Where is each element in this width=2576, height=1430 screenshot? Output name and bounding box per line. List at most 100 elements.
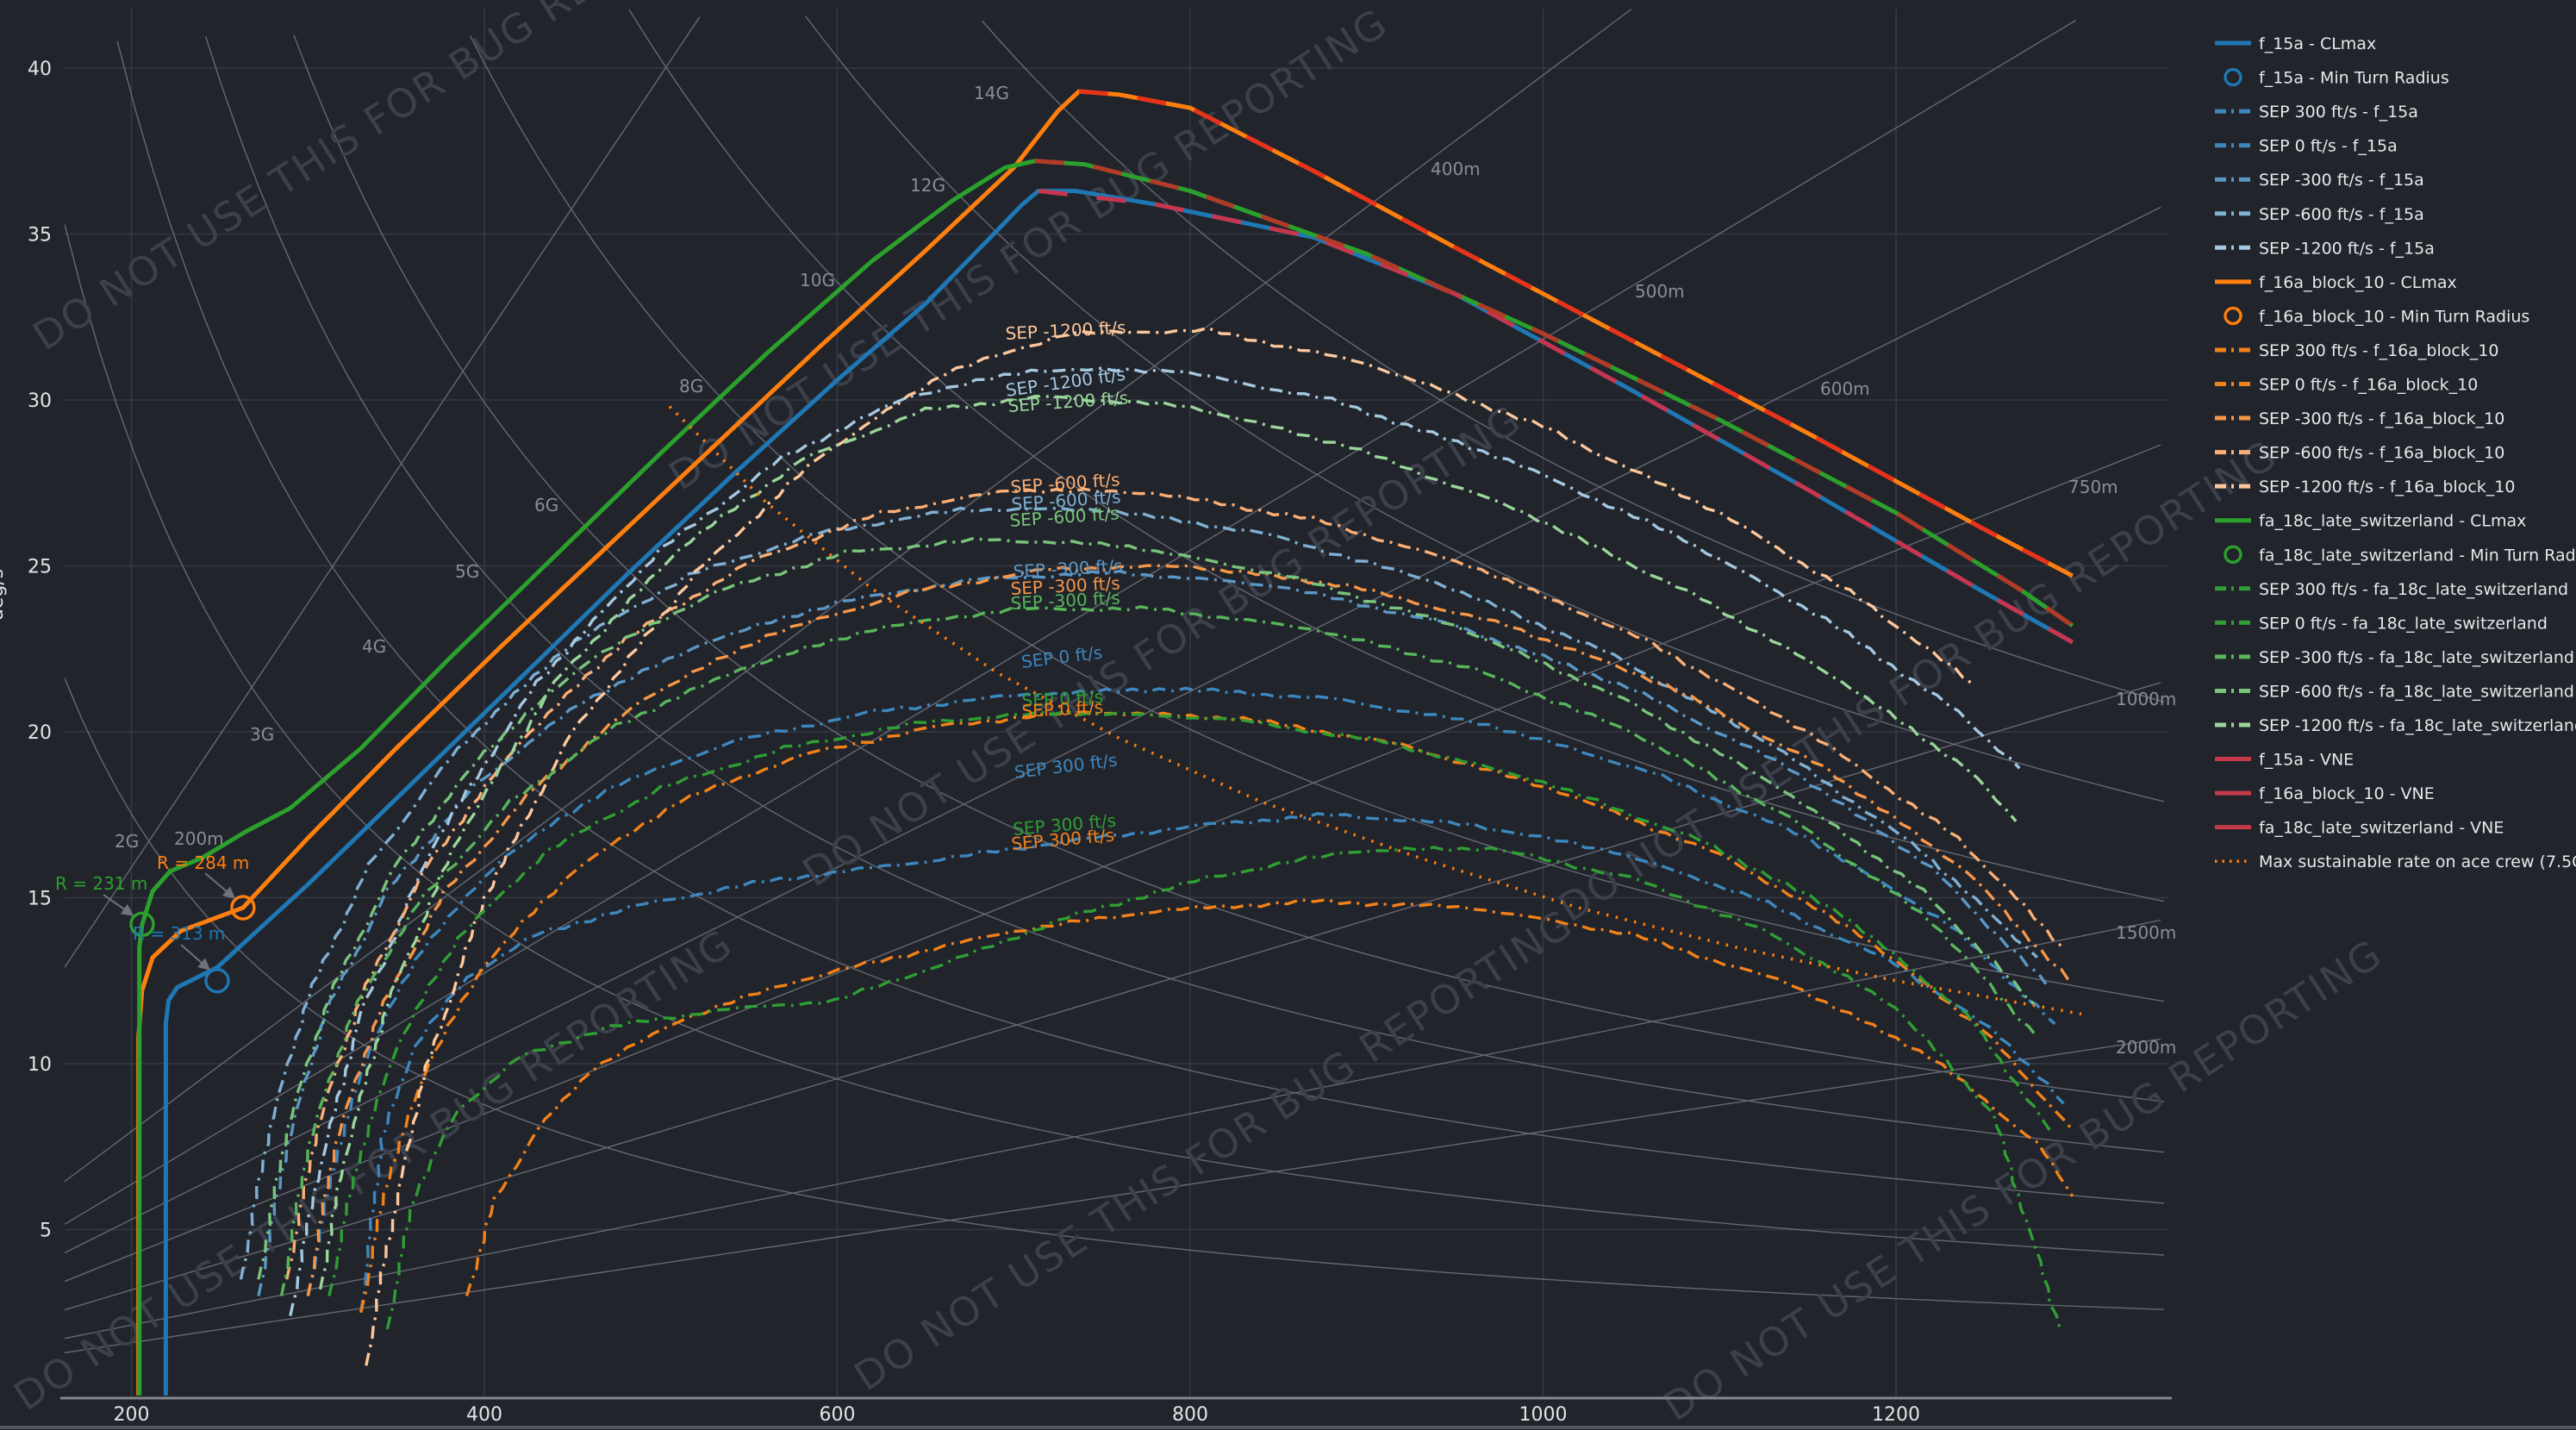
legend-row: fa_18c_late_switzerland - VNE xyxy=(2215,819,2504,838)
series-sep-600-ft-s-fa-18c-late-switzerland xyxy=(257,536,2035,1280)
g-line-label: 5G xyxy=(455,561,479,582)
legend-row: f_16a_block_10 - Min Turn Radius xyxy=(2224,306,2529,326)
legend-label: SEP 300 ft/s - f_16a_block_10 xyxy=(2259,341,2499,360)
radius-line-label: 200m xyxy=(174,828,224,849)
series-curves xyxy=(136,89,2082,1396)
x-tick-label: 800 xyxy=(1172,1404,1208,1426)
series-sep-0-ft-s-f-16a-block-10 xyxy=(359,710,2074,1314)
radius-line-label: 2000m xyxy=(2116,1037,2176,1058)
legend-label: SEP 0 ft/s - f_16a_block_10 xyxy=(2259,376,2478,395)
legend-row: fa_18c_late_switzerland - Min Turn Radiu… xyxy=(2224,545,2576,565)
legend-label: f_15a - CLmax xyxy=(2259,34,2376,53)
legend-row: f_16a_block_10 - VNE xyxy=(2215,784,2435,803)
guide-labels: 2G 3G 4G 5G 6G 8G 10G 12G 14G 200m 400m 500m 600m 750… xyxy=(115,83,2176,1058)
series-f-16a-block-10-vne xyxy=(1078,89,2074,578)
legend-swatch-circle xyxy=(2224,306,2242,326)
radius-line-750m xyxy=(65,444,2161,1283)
legend-swatch-circle xyxy=(2224,67,2242,87)
series-sep-0-ft-s-fa-18c-late-switzerland xyxy=(327,709,2051,1296)
series-f-15a-clmax xyxy=(163,189,2074,1396)
legend-row: SEP 300 ft/s - f_15a xyxy=(2215,103,2418,122)
g-line-5g xyxy=(204,35,2165,1153)
legend-label: SEP -1200 ft/s - f_16a_block_10 xyxy=(2259,478,2515,496)
legend-row: SEP -1200 ft/s - fa_18c_late_switzerland xyxy=(2215,716,2576,735)
min-turn-circle-f_16a_block_10 xyxy=(230,895,256,921)
legend-label: f_16a_block_10 - VNE xyxy=(2259,784,2435,803)
legend-row: SEP 0 ft/s - f_15a xyxy=(2215,137,2398,156)
legend-row: f_15a - Min Turn Radius xyxy=(2224,67,2449,88)
g-line-label: 2G xyxy=(115,831,139,852)
min-turn-circle-f_15a xyxy=(204,968,230,994)
legend-label: fa_18c_late_switzerland - VNE xyxy=(2259,819,2504,838)
legend-label: f_15a - Min Turn Radius xyxy=(2259,69,2449,88)
y-tick-label: 20 xyxy=(28,722,52,744)
legend-row: Max sustainable rate on ace crew (7.5G) xyxy=(2215,852,2576,871)
min-turn-radius-annotation: R = 313 m xyxy=(133,923,225,944)
g-line-12g xyxy=(805,16,2165,802)
g-line-label: 6G xyxy=(534,495,558,515)
legend: f_15a - CLmax f_15a - Min Turn Radius SEP … xyxy=(2215,34,2576,871)
g-line-label: 8G xyxy=(679,376,703,397)
series-sep-1200-ft-s-f-16a-block-10 xyxy=(365,326,1976,1366)
series-sep-1200-ft-s-fa-18c-late-switzerland xyxy=(318,394,2018,1290)
radius-line-label: 500m xyxy=(1635,281,1685,302)
radius-line-500m xyxy=(65,19,2077,1226)
legend-row: SEP 300 ft/s - f_16a_block_10 xyxy=(2215,341,2499,360)
series-fa-18c-late-switzerland-vne xyxy=(1034,159,2074,628)
min-turn-markers xyxy=(129,895,256,994)
annotations: R = 231 m R = 284 m R = 313 m xyxy=(55,852,249,971)
g-line-3g xyxy=(65,222,2165,1256)
legend-row: SEP -1200 ft/s - f_16a_block_10 xyxy=(2215,478,2515,496)
series-sep-300-ft-s-f-15a xyxy=(257,569,2048,1296)
y-tick-label: 35 xyxy=(28,225,52,247)
y-tick-label: 30 xyxy=(28,390,52,412)
legend-label: SEP 0 ft/s - fa_18c_late_switzerland xyxy=(2259,614,2548,633)
series-sep-600-ft-s-f-15a xyxy=(239,506,2038,1280)
legend-row: SEP -300 ft/s - fa_18c_late_switzerland xyxy=(2215,648,2574,667)
g-line-8g xyxy=(469,35,2165,1002)
legend-row: f_16a_block_10 - CLmax xyxy=(2215,273,2457,292)
legend-label: f_16a_block_10 - CLmax xyxy=(2259,273,2457,292)
sep-curve-label: SEP 0 ft/s xyxy=(1021,696,1104,721)
legend-label: SEP -300 ft/s - fa_18c_late_switzerland xyxy=(2259,648,2574,667)
radius-line-label: 1500m xyxy=(2116,922,2176,943)
legend-label: fa_18c_late_switzerland - CLmax xyxy=(2259,512,2526,531)
annotation-arrow xyxy=(204,872,236,899)
series-sep-1200-ft-s-f-15a xyxy=(289,366,2021,1316)
legend-row: SEP -600 ft/s - f_15a xyxy=(2215,205,2424,224)
min-turn-radius-annotation: R = 284 m xyxy=(157,852,249,873)
annotation-arrow xyxy=(180,944,211,971)
legend-row: SEP -600 ft/s - fa_18c_late_switzerland xyxy=(2215,682,2574,701)
radius-line-400m xyxy=(65,9,1632,1183)
g-line-10g xyxy=(628,9,2165,902)
legend-row: f_15a - VNE xyxy=(2215,751,2354,770)
y-tick-label: 10 xyxy=(28,1054,52,1076)
g-line-label: 3G xyxy=(250,724,274,745)
series-sep-300-ft-s-fa-18c-late-switzerland xyxy=(385,846,2062,1330)
x-tick-label: 400 xyxy=(466,1404,502,1426)
legend-row: SEP -300 ft/s - f_15a xyxy=(2215,171,2424,190)
legend-label: SEP 300 ft/s - f_15a xyxy=(2259,103,2418,122)
radius-line-label: 600m xyxy=(1820,378,1870,399)
legend-label: SEP -300 ft/s - f_16a_block_10 xyxy=(2259,409,2504,428)
min-turn-radius-annotation: R = 231 m xyxy=(55,873,147,894)
legend-row: SEP 0 ft/s - f_16a_block_10 xyxy=(2215,376,2478,395)
legend-row: f_15a - CLmax xyxy=(2215,34,2376,53)
legend-row: SEP -300 ft/s - f_16a_block_10 xyxy=(2215,409,2504,428)
legend-label: SEP -600 ft/s - fa_18c_late_switzerland xyxy=(2259,682,2574,701)
legend-label: SEP -300 ft/s - f_15a xyxy=(2259,171,2424,190)
g-line-14g xyxy=(981,20,2165,703)
legend-label: f_15a - VNE xyxy=(2259,751,2354,770)
radius-line-label: 1000m xyxy=(2116,689,2176,709)
tick-labels: 200 400 600 800 1000 1200 5 10 15 20 25 30 35 40 xyxy=(28,59,1920,1426)
legend-swatch-circle xyxy=(2224,545,2242,564)
g-line-label: 4G xyxy=(362,636,386,657)
x-tick-label: 200 xyxy=(114,1404,150,1426)
legend-row: fa_18c_late_switzerland - CLmax xyxy=(2215,512,2526,531)
legend-label: fa_18c_late_switzerland - Min Turn Radiu… xyxy=(2259,546,2576,565)
legend-row: SEP -1200 ft/s - f_15a xyxy=(2215,239,2435,258)
legend-label: SEP 0 ft/s - f_15a xyxy=(2259,137,2398,156)
legend-label: Max sustainable rate on ace crew (7.5G) xyxy=(2259,852,2576,871)
